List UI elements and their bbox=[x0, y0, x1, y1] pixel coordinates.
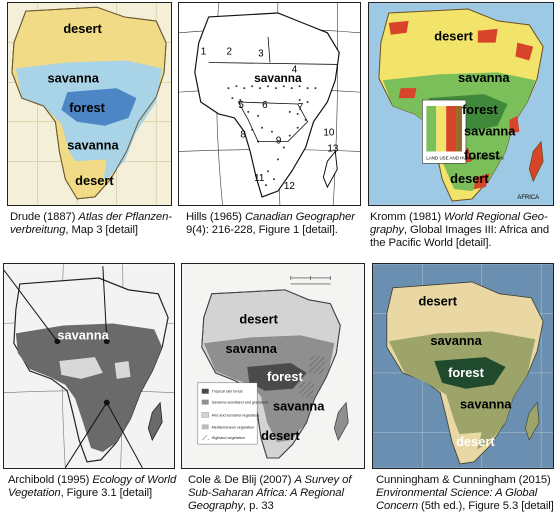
cunningham-label-desert-south: desert bbox=[456, 434, 495, 449]
cole-caption: Cole & De Blij (2007) A Survey of Sub-Sa… bbox=[188, 474, 363, 513]
cunningham-label-forest: forest bbox=[448, 365, 484, 380]
cunningham-caption-rest: (5th ed.), Figure 5.3 [detail] bbox=[418, 500, 554, 512]
cole-legend-3: Arid and semiarid vegetation bbox=[212, 413, 260, 417]
cole-legend-2: Savanna woodland and grassland bbox=[212, 401, 269, 405]
kromm-caption-rest: , Global Images III: Africa and the Paci… bbox=[370, 224, 550, 249]
kromm-label-savanna-south: savanna bbox=[464, 124, 516, 139]
hills-zone-7: 7 bbox=[298, 102, 304, 113]
cunningham-label-savanna-north: savanna bbox=[430, 333, 482, 348]
cunningham-label-desert-north: desert bbox=[418, 294, 457, 309]
hills-zone-10: 10 bbox=[323, 128, 334, 139]
kromm-caption-author: Kromm (1981) bbox=[370, 211, 445, 223]
archibold-caption-author: Archibold (1995) bbox=[8, 474, 93, 486]
cole-caption-rest: , p. 33 bbox=[243, 500, 274, 512]
cunningham-label-savanna-south: savanna bbox=[460, 397, 512, 412]
hills-zone-12: 12 bbox=[284, 181, 295, 192]
hills-caption: Hills (1965) Canadian Geographer 9(4): 2… bbox=[186, 211, 364, 237]
hills-zone-2: 2 bbox=[226, 47, 232, 58]
kromm-label-savanna-north: savanna bbox=[458, 70, 510, 85]
kromm-label-desert-north: desert bbox=[434, 29, 473, 44]
kromm-label-forest-1: forest bbox=[462, 102, 498, 117]
cunningham-map-image: desert savanna forest savanna desert bbox=[372, 263, 554, 469]
hills-caption-author: Hills (1965) bbox=[186, 211, 245, 223]
drude-map: desert savanna forest savanna desert bbox=[8, 3, 171, 205]
cunningham-caption: Cunningham & Cunningham (2015) Environme… bbox=[376, 474, 556, 513]
kromm-map-image: LAND USE AND HUMAN HABITATION AFRICA des… bbox=[368, 2, 554, 206]
archibold-label-savanna: savanna bbox=[57, 327, 109, 342]
hills-caption-rest: 9(4): 216-228, Figure 1 [detail]. bbox=[186, 224, 338, 236]
hills-zone-6: 6 bbox=[262, 100, 268, 111]
cunningham-map: desert savanna forest savanna desert bbox=[373, 264, 553, 468]
hills-label-savanna: savanna bbox=[254, 71, 302, 85]
hills-zone-5: 5 bbox=[238, 100, 244, 111]
hills-zone-11: 11 bbox=[254, 173, 265, 184]
kromm-label-forest-2: forest bbox=[464, 147, 500, 162]
cole-label-desert-south: desert bbox=[261, 428, 300, 443]
drude-label-desert-south: desert bbox=[75, 173, 114, 188]
hills-zone-3: 3 bbox=[258, 49, 264, 60]
archibold-caption-rest: , Figure 3.1 [detail] bbox=[60, 487, 153, 499]
kromm-caption: Kromm (1981) World Regional Geo-graphy, … bbox=[370, 211, 555, 250]
cunningham-caption-title: Environmental Science: A Global Concern bbox=[376, 487, 538, 512]
kromm-inset-title: LAND USE AND HUMAN HABITATION bbox=[426, 155, 503, 160]
hills-zone-8: 8 bbox=[240, 130, 246, 141]
archibold-caption: Archibold (1995) Ecology of World Vegeta… bbox=[8, 474, 178, 500]
cole-map-image: Tropical rain forest Savanna woodland an… bbox=[181, 263, 365, 469]
cunningham-caption-author: Cunningham & Cunningham (2015) bbox=[376, 474, 551, 486]
drude-label-forest: forest bbox=[69, 100, 105, 115]
drude-label-desert-north: desert bbox=[63, 21, 102, 36]
archibold-map-image: savanna bbox=[3, 263, 175, 469]
cole-label-savanna-north: savanna bbox=[226, 341, 278, 356]
cole-label-forest: forest bbox=[267, 369, 303, 384]
drude-label-savanna-north: savanna bbox=[48, 70, 100, 85]
hills-map-image: savanna 1 2 3 4 5 6 7 8 9 10 11 12 13 bbox=[178, 2, 361, 206]
kromm-corner-label: AFRICA bbox=[517, 195, 539, 201]
kromm-caption-title: World Regional Geo-graphy bbox=[370, 211, 548, 236]
cole-label-savanna-south: savanna bbox=[273, 399, 325, 414]
kromm-map: LAND USE AND HUMAN HABITATION AFRICA des… bbox=[369, 3, 553, 205]
cole-label-desert-north: desert bbox=[239, 311, 278, 326]
drude-caption: Drude (1887) Atlas der Pflanzen-verbreit… bbox=[10, 211, 180, 237]
cole-caption-author: Cole & De Blij (2007) bbox=[188, 474, 295, 486]
drude-caption-title: Atlas der Pflanzen-verbreitung bbox=[10, 211, 172, 236]
drude-caption-rest: , Map 3 [detail] bbox=[65, 224, 138, 236]
archibold-map: savanna bbox=[4, 264, 174, 468]
cole-caption-title: A Survey of Sub-Saharan Africa: A Region… bbox=[188, 474, 352, 512]
hills-zone-9: 9 bbox=[276, 136, 282, 147]
archibold-caption-title: Ecology of World Vegetation bbox=[8, 474, 177, 499]
cole-legend-5: Highland vegetation bbox=[212, 436, 245, 440]
cole-map: Tropical rain forest Savanna woodland an… bbox=[182, 264, 364, 468]
hills-zone-1: 1 bbox=[201, 47, 207, 58]
hills-zone-4: 4 bbox=[292, 64, 298, 75]
hills-caption-title: Canadian Geographer bbox=[244, 211, 355, 223]
drude-map-image: desert savanna forest savanna desert bbox=[7, 2, 172, 206]
drude-caption-author: Drude (1887) bbox=[10, 211, 79, 223]
hills-zone-13: 13 bbox=[327, 143, 338, 154]
kromm-label-desert-south: desert bbox=[450, 171, 489, 186]
drude-label-savanna-south: savanna bbox=[67, 137, 119, 152]
cole-legend-1: Tropical rain forest bbox=[212, 390, 244, 394]
hills-map: savanna 1 2 3 4 5 6 7 8 9 10 11 12 13 bbox=[179, 3, 360, 205]
cole-legend-4: Mediterranean vegetation bbox=[212, 425, 255, 429]
